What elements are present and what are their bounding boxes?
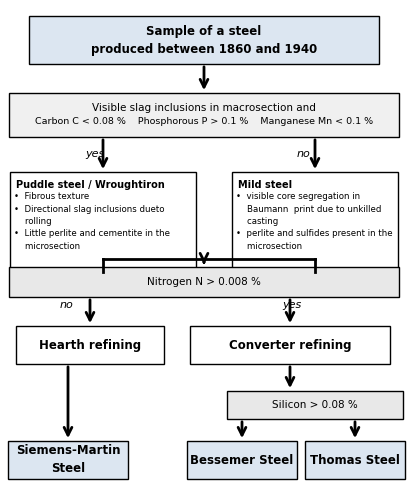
Bar [29, 16, 379, 64]
Text: no: no [297, 149, 311, 159]
Bar [232, 172, 398, 272]
Bar [16, 326, 164, 364]
Bar [10, 172, 196, 272]
Text: •  visible core segregation in
    Baumann  print due to unkilled
    casting
• : • visible core segregation in Baumann pr… [236, 192, 393, 251]
Text: Puddle steel / Wroughtiron: Puddle steel / Wroughtiron [16, 180, 165, 190]
Text: Sample of a steel
produced between 1860 and 1940: Sample of a steel produced between 1860 … [91, 24, 317, 56]
Text: Bessemer Steel: Bessemer Steel [190, 454, 294, 466]
Text: Carbon C < 0.08 %    Phosphorous P > 0.1 %    Manganese Mn < 0.1 %: Carbon C < 0.08 % Phosphorous P > 0.1 % … [35, 118, 373, 126]
Text: Visible slag inclusions in macrosection and: Visible slag inclusions in macrosection … [92, 103, 316, 113]
Text: Siemens-Martin
Steel: Siemens-Martin Steel [16, 444, 120, 476]
Text: no: no [60, 300, 74, 310]
Bar [190, 326, 390, 364]
Text: yes: yes [282, 300, 301, 310]
Bar [227, 391, 403, 419]
Text: Nitrogen N > 0.008 %: Nitrogen N > 0.008 % [147, 277, 261, 287]
Text: Silicon > 0.08 %: Silicon > 0.08 % [272, 400, 358, 410]
Bar [187, 441, 297, 479]
Text: Converter refining: Converter refining [229, 338, 351, 351]
Text: •  Fibrous texture
•  Directional slag inclusions dueto
    rolling
•  Little pe: • Fibrous texture • Directional slag inc… [14, 192, 170, 251]
Text: Thomas Steel: Thomas Steel [310, 454, 400, 466]
Bar [9, 93, 399, 137]
Text: yes: yes [85, 149, 104, 159]
Text: Hearth refining: Hearth refining [39, 338, 141, 351]
Bar [305, 441, 405, 479]
Text: Mild steel: Mild steel [238, 180, 292, 190]
Bar [9, 267, 399, 297]
Bar [8, 441, 128, 479]
